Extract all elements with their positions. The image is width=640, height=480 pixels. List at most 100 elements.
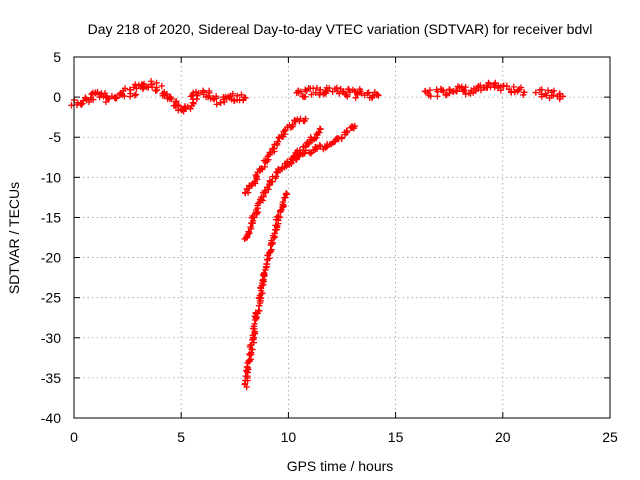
- arc-2-point: [375, 92, 382, 99]
- arc-1-point: [199, 87, 207, 94]
- arc-3-point: [521, 89, 528, 96]
- arc-1-point: [233, 92, 241, 100]
- arc-6-point: [259, 197, 267, 204]
- arc-6-point: [268, 178, 275, 186]
- arc-3-point: [434, 93, 441, 100]
- arc-5-point: [273, 141, 281, 149]
- arc-2-point: [308, 91, 315, 98]
- arc-6-point: [316, 141, 323, 149]
- arc-7-point: [259, 277, 266, 284]
- arc-6-point: [351, 122, 359, 130]
- x-tick-label: 0: [70, 429, 78, 445]
- arc-2-point: [344, 93, 351, 100]
- arc-6-point: [331, 138, 339, 145]
- tick-labels: 0 5 10 15 20 25 5 0 -5 -10 -15 -20 -25 -30 -35 -40: [41, 49, 618, 445]
- arc-7-point: [257, 295, 265, 302]
- y-tick-label: -25: [41, 290, 61, 306]
- arc-1-point: [242, 94, 249, 102]
- arc-1-point: [88, 90, 95, 98]
- arc-7-point: [261, 269, 268, 277]
- x-axis-label: GPS time / hours: [287, 458, 394, 474]
- x-tick-label: 10: [281, 429, 297, 445]
- arc-7-point: [268, 246, 275, 253]
- arc-3-point: [438, 86, 445, 94]
- arc-4-point: [538, 86, 546, 93]
- x-tick-label: 20: [495, 429, 511, 445]
- arc-3-point: [503, 82, 510, 90]
- arc-6-point: [275, 166, 282, 174]
- arc-5-point: [302, 115, 309, 122]
- arc-7-point: [280, 202, 287, 209]
- chart-title: Day 218 of 2020, Sidereal Day-to-day VTE…: [88, 21, 593, 37]
- arc-1-point: [139, 81, 147, 89]
- arc-2-point: [365, 89, 372, 96]
- arc-1-point: [101, 89, 109, 97]
- arc-3-point: [472, 87, 480, 95]
- axes: [73, 56, 611, 419]
- arc-7-point: [275, 212, 282, 220]
- arc-2-point: [356, 85, 363, 93]
- arc-6-point: [246, 229, 253, 237]
- arc-6-point: [249, 212, 256, 220]
- arc-7-point: [253, 313, 260, 321]
- arc-6-branch-point: [317, 126, 324, 133]
- arc-1-point: [153, 86, 161, 94]
- y-tick-label: -15: [41, 209, 61, 225]
- arc-1-point: [152, 87, 159, 95]
- arc-5-point: [274, 138, 282, 145]
- arc-5-point: [278, 131, 285, 139]
- arc-1-point: [158, 82, 165, 90]
- arc-1-point: [206, 89, 213, 97]
- arc-2-point: [317, 86, 324, 93]
- arc-6-branch-point: [315, 129, 323, 136]
- arc-1-point: [217, 99, 224, 107]
- arc-6-point: [343, 127, 351, 135]
- arc-1-point: [94, 88, 101, 96]
- arc-2-point: [369, 93, 376, 101]
- arc-6-branch-point: [296, 146, 304, 154]
- arc-1-point: [131, 92, 139, 99]
- arc-4-point: [544, 87, 552, 94]
- arc-3-point: [446, 90, 453, 97]
- x-tick-label: 15: [388, 429, 404, 445]
- arc-2-point: [369, 92, 377, 99]
- arc-2-point: [346, 89, 354, 96]
- arc-2-point: [335, 90, 343, 97]
- arc-1-point: [78, 101, 85, 108]
- arc-4-point: [559, 93, 567, 100]
- arc-1-point: [126, 93, 134, 100]
- arc-1-point: [166, 95, 174, 103]
- arc-1-point: [192, 88, 200, 96]
- arc-1-point: [130, 84, 137, 91]
- arc-3-point: [426, 87, 434, 94]
- y-tick-label: -5: [49, 129, 62, 145]
- y-tick-label: -10: [41, 169, 61, 185]
- arc-2-point: [297, 88, 305, 95]
- y-tick-label: -30: [41, 330, 61, 346]
- y-tick-label: 0: [53, 89, 61, 105]
- arc-2-point: [354, 89, 361, 96]
- arc-7-point: [283, 190, 290, 197]
- arc-5-point: [270, 145, 277, 152]
- arc-5-point: [244, 189, 252, 196]
- arc-2-point: [302, 86, 309, 93]
- arc-1-point: [213, 94, 220, 102]
- arc-1-point: [189, 99, 197, 106]
- arc-6-point: [307, 150, 314, 157]
- arc-4-point: [532, 89, 539, 96]
- arc-3-point: [461, 87, 468, 94]
- arc-3-point: [442, 91, 450, 99]
- arc-1-point: [153, 79, 160, 87]
- arc-7-point: [281, 194, 289, 202]
- arc-7-point: [243, 363, 251, 371]
- arc-1-point: [121, 85, 129, 92]
- arc-1-point: [147, 78, 155, 85]
- arc-1-point: [161, 91, 169, 99]
- arc-6-point: [262, 189, 269, 196]
- arc-3-point: [462, 90, 469, 98]
- arc-2-point: [302, 93, 309, 100]
- arc-3-point: [453, 88, 461, 95]
- arc-7-point: [271, 230, 278, 237]
